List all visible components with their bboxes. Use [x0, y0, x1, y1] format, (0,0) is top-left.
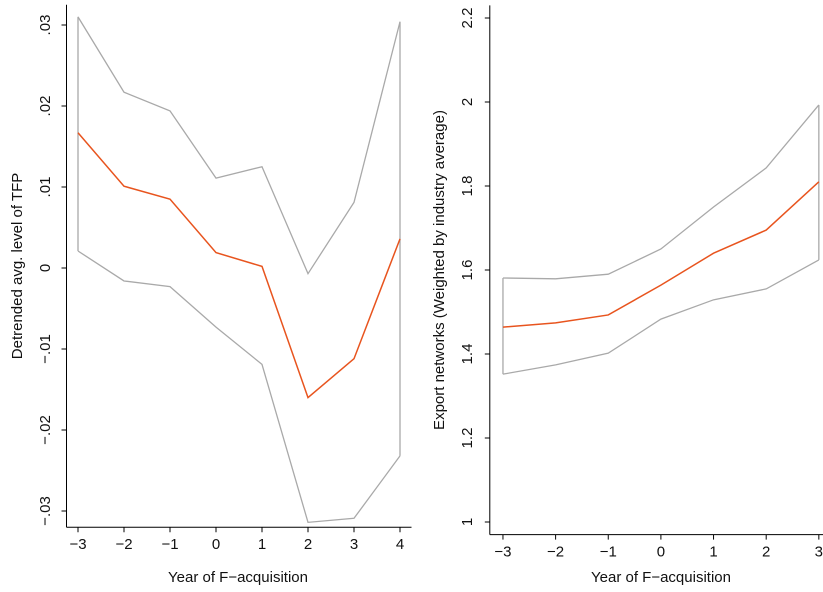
y-tick-label: 2.2: [459, 8, 476, 29]
x-tick-label: 1: [258, 536, 266, 553]
x-axis-title: Year of F−acquisition: [168, 569, 308, 586]
y-tick-label: 2: [459, 98, 476, 106]
y-tick-label: −.03: [37, 496, 54, 526]
y-tick-label: .03: [37, 15, 54, 36]
line: [77, 132, 401, 399]
y-tick-label: 1: [459, 518, 476, 526]
y-tick-label: −.01: [37, 334, 54, 364]
y-tick-label: .01: [37, 177, 54, 198]
ci-upper-line: [77, 16, 401, 276]
y-tick-label: −.02: [37, 415, 54, 445]
x-tick-label: −1: [161, 536, 178, 553]
x-tick-label: 0: [657, 544, 665, 561]
y-tick-label: 1.8: [459, 176, 476, 197]
y-tick-label: 1.2: [459, 428, 476, 449]
x-tick-label: 2: [304, 536, 312, 553]
x-tick-label: −1: [600, 544, 617, 561]
y-tick-label: 0: [37, 264, 54, 272]
x-tick-label: −3: [69, 536, 86, 553]
x-tick-label: 3: [815, 544, 823, 561]
x-tick-label: 2: [762, 544, 770, 561]
ci-upper-line: [502, 104, 820, 280]
x-tick-label: 3: [350, 536, 358, 553]
ci-lower-line: [77, 250, 401, 524]
x-tick-label: 0: [212, 536, 220, 553]
x-tick-label: 1: [709, 544, 717, 561]
x-tick-label: −2: [115, 536, 132, 553]
y-tick-label: 1.4: [459, 344, 476, 365]
line: [502, 181, 820, 328]
y-axis-title: Export networks (Weighted by industry av…: [431, 110, 448, 430]
x-tick-label: −3: [494, 544, 511, 561]
ci-lower-line: [502, 259, 820, 375]
x-tick-label: 4: [396, 536, 404, 553]
x-axis-title: Year of F−acquisition: [591, 569, 731, 586]
y-tick-label: .02: [37, 96, 54, 117]
y-tick-label: 1.6: [459, 260, 476, 281]
x-tick-label: −2: [547, 544, 564, 561]
y-axis-title: Detrended avg. level of TFP: [9, 173, 26, 360]
